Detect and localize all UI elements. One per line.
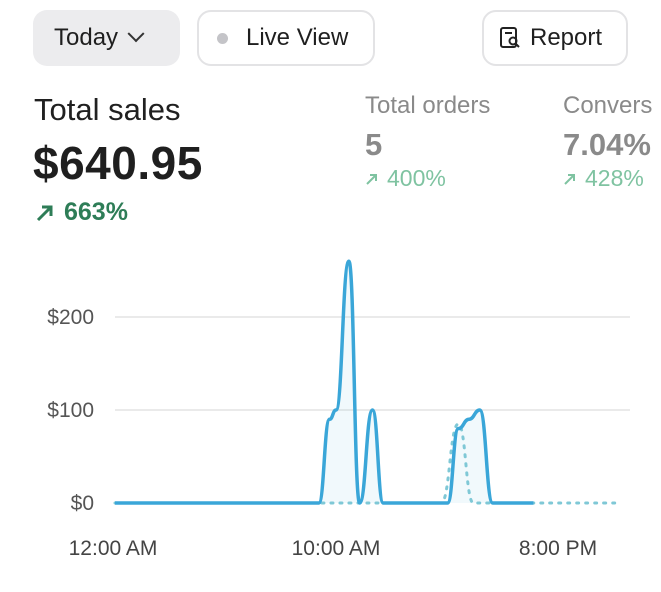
live-status-dot-icon — [217, 32, 228, 44]
total-sales-title: Total sales — [34, 92, 181, 127]
total-orders-value: 5 — [365, 127, 383, 162]
sales-line-chart: $200 $100 $0 12:00 AM 10:00 AM 8:00 PM — [47, 259, 630, 560]
conversion-value: 7.04% — [563, 127, 651, 162]
x-tick-label: 10:00 AM — [292, 537, 381, 560]
y-tick-label: $0 — [71, 492, 94, 515]
live-view-label: Live View — [246, 24, 349, 51]
total-sales-delta: 663% — [34, 198, 128, 227]
report-label: Report — [530, 24, 603, 51]
date-range-label: Today — [54, 24, 119, 51]
x-tick-label: 12:00 AM — [69, 537, 158, 560]
total-orders-delta-value: 400% — [387, 165, 446, 191]
conversion-label: Convers — [563, 92, 653, 119]
total-orders-label: Total orders — [365, 92, 491, 119]
conversion-delta-value: 428% — [585, 165, 644, 191]
date-range-button[interactable]: Today — [33, 10, 180, 66]
report-icon — [500, 27, 520, 48]
sales-series-line — [115, 259, 534, 505]
arrow-up-right-icon — [366, 173, 377, 185]
conversion-delta: 428% — [563, 165, 644, 192]
report-button[interactable]: Report — [482, 10, 628, 66]
arrow-up-right-icon — [36, 205, 53, 221]
total-orders-delta: 400% — [365, 165, 446, 192]
chevron-down-icon — [127, 25, 145, 43]
total-sales-delta-value: 663% — [64, 198, 128, 226]
arrow-up-right-icon — [564, 173, 575, 185]
y-tick-label: $100 — [47, 399, 94, 422]
x-tick-label: 8:00 PM — [519, 537, 597, 560]
live-view-button[interactable]: Live View — [197, 10, 375, 66]
y-tick-label: $200 — [47, 306, 94, 329]
total-sales-value: $640.95 — [33, 137, 203, 189]
